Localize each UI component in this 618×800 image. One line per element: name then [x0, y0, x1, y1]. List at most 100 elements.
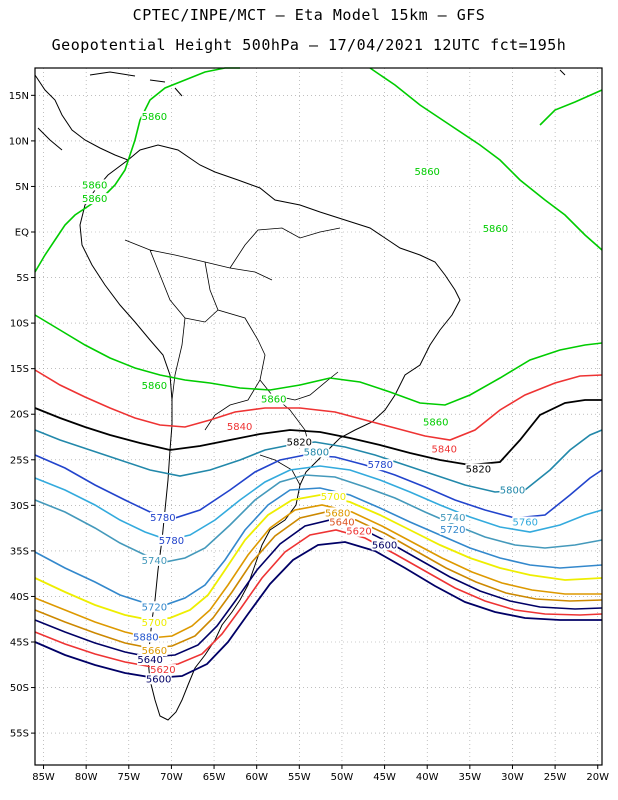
contour-label-bg — [439, 512, 466, 523]
geopotential-contours — [34, 67, 603, 679]
contour-label-5640: 5640 — [329, 518, 354, 529]
country-borders — [124, 227, 341, 486]
continental-outlines — [34, 69, 566, 721]
contour-5760 — [34, 465, 603, 541]
contour-label-bg — [145, 673, 172, 685]
contour-label-bg — [320, 491, 347, 503]
contour-5840 — [34, 369, 603, 441]
lon-tick-label: 85W — [32, 772, 55, 783]
contour-label-5820: 5820 — [466, 465, 491, 476]
contour-label-bg — [328, 516, 355, 528]
contour-label-bg — [226, 420, 253, 432]
map-title-line1: CPTEC/INPE/MCT – Eta Model 15km – GFS — [132, 6, 486, 24]
contour-label-5640: 5640 — [137, 655, 162, 666]
contour-label-bg — [422, 416, 449, 428]
lon-tick-label: 55W — [288, 772, 311, 783]
lon-tick-label: 70W — [160, 772, 183, 783]
contour-5640 — [34, 519, 603, 658]
central-america-coastline — [34, 74, 129, 161]
contour-label-5780: 5780 — [159, 536, 184, 547]
contour-label-5820: 5820 — [287, 437, 312, 448]
lat-tick-label: 30S — [10, 501, 29, 512]
lat-tick-label: 15S — [10, 364, 29, 375]
lon-tick-label: 50W — [331, 772, 354, 783]
lat-tick-label: 45S — [10, 638, 29, 649]
lon-tick-label: 25W — [544, 772, 567, 783]
contour-label-5760: 5760 — [513, 518, 538, 529]
axis-ticks: 15N 10N 5N EQ 5S 10S 15S 20S 25S 30S 35S 40S 45S 50S 5… — [9, 91, 609, 783]
contour-label-5860: 5860 — [82, 194, 107, 205]
contour-label-5860: 5860 — [483, 224, 508, 235]
contour-5820 — [34, 399, 602, 466]
lat-tick-label: 5N — [15, 182, 29, 193]
lat-tick-label: 20S — [10, 410, 29, 421]
map-frame — [34, 67, 603, 766]
south-america-coastline — [79, 144, 461, 721]
contour-label-bg — [371, 539, 398, 551]
contour-label-5780: 5780 — [368, 460, 393, 471]
contour-label-bg — [346, 525, 372, 537]
lat-tick-label: 50S — [10, 683, 29, 694]
contour-label-5680: 5680 — [325, 508, 350, 519]
contour-label-5840: 5840 — [227, 422, 252, 433]
lat-tick-label: 40S — [10, 592, 29, 603]
contour-label-bg — [324, 507, 351, 519]
contour-label-5740: 5740 — [440, 513, 465, 524]
contour-label-bg — [141, 645, 168, 657]
contour-5860-north — [34, 67, 240, 273]
contour-label-bg — [141, 554, 168, 566]
contour-5600 — [34, 541, 602, 679]
lon-tick-label: 45W — [373, 772, 396, 783]
contour-labels: 5860 5860 5860 5860 5860 5860 5860 5860 5840 5840… — [81, 111, 539, 685]
lon-tick-label: 75W — [117, 772, 140, 783]
contour-label-5600: 5600 — [372, 540, 397, 551]
contour-label-bg — [439, 523, 466, 535]
contour-label-5660: 5660 — [142, 646, 167, 657]
lon-tick-label: 60W — [245, 772, 268, 783]
contour-label-5860: 5860 — [414, 167, 439, 178]
contour-label-bg — [260, 393, 287, 405]
contour-label-bg — [137, 654, 164, 666]
contour-label-bg — [132, 631, 159, 643]
contour-label-bg — [367, 459, 394, 471]
lat-lon-grid — [35, 68, 602, 765]
lon-tick-label: 40W — [416, 772, 439, 783]
contour-label-bg — [141, 601, 168, 613]
contour-label-5720: 5720 — [440, 525, 465, 536]
lon-tick-label: 80W — [75, 772, 98, 783]
contour-5660 — [34, 511, 603, 649]
contour-label-5720: 5720 — [142, 602, 167, 613]
lon-tick-label: 30W — [501, 772, 524, 783]
lon-tick-label: 65W — [203, 772, 226, 783]
contour-label-5860: 5860 — [82, 180, 107, 191]
contour-label-5700: 5700 — [321, 492, 346, 503]
contour-label-5880: 5880 — [133, 632, 158, 643]
contour-label-5800: 5800 — [304, 447, 329, 458]
contour-label-bg — [286, 436, 313, 448]
contour-label-5620: 5620 — [346, 527, 371, 538]
lat-tick-label: EQ — [15, 228, 29, 239]
contour-label-5740: 5740 — [142, 556, 167, 567]
contour-label-5860: 5860 — [423, 417, 448, 428]
contour-label-5780: 5780 — [150, 513, 175, 524]
contour-5700 — [34, 494, 603, 621]
contour-label-bg — [482, 223, 509, 235]
contour-label-bg — [499, 484, 526, 496]
contour-label-bg — [512, 516, 539, 528]
contour-label-5840: 5840 — [432, 445, 457, 456]
lon-tick-label: 35W — [459, 772, 482, 783]
contour-label-5700: 5700 — [142, 618, 167, 629]
contour-label-bg — [141, 616, 168, 628]
contour-label-5620: 5620 — [150, 665, 175, 676]
contour-5740 — [34, 474, 603, 563]
lat-tick-label: 5S — [16, 273, 29, 284]
caribbean-islands — [89, 69, 566, 97]
contour-label-bg — [158, 534, 185, 546]
lat-tick-label: 35S — [10, 546, 29, 557]
contour-label-bg — [141, 379, 168, 391]
contour-label-5600: 5600 — [146, 674, 171, 685]
lat-tick-label: 10S — [10, 319, 29, 330]
contour-label-bg — [303, 446, 330, 458]
lat-tick-label: 25S — [10, 455, 29, 466]
